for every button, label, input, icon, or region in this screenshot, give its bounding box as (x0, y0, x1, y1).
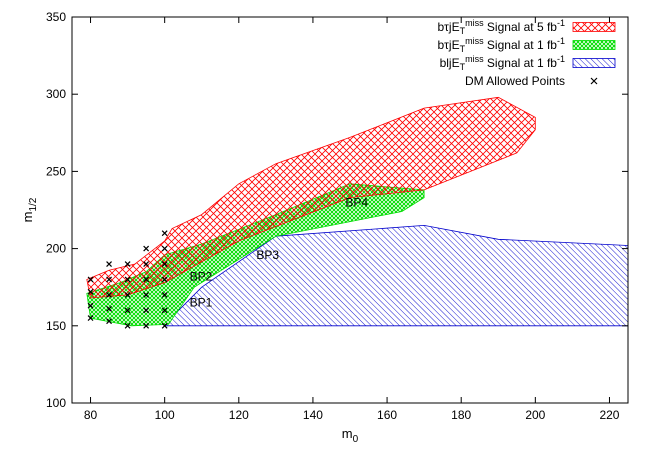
dm-point (124, 307, 131, 314)
dm-point (124, 322, 131, 329)
benchmark-label: BP4 (345, 195, 368, 209)
legend-swatch-points (590, 77, 598, 85)
legend-label: bτjETmiss Signal at 1 fb-1 (437, 36, 565, 54)
dm-point (143, 291, 150, 298)
y-tick-label: 200 (46, 242, 66, 256)
legend-label: bτjETmiss Signal at 5 fb-1 (437, 18, 565, 36)
dm-point (124, 276, 131, 283)
benchmark-points: BP1 BP2 BP3 BP4 (190, 195, 369, 309)
benchmark-label: BP3 (256, 248, 279, 262)
legend-swatch-blue (572, 58, 616, 68)
dm-point (87, 315, 94, 322)
x-tick-label: 80 (84, 408, 98, 422)
y-tick-label: 150 (46, 319, 66, 333)
axis-labels: m0 m1/2 (20, 197, 359, 445)
axis-ticks: 80 100 120 140 160 180 200 220 100 150 200 250 300 35… (46, 10, 628, 422)
plot-frame (71, 16, 629, 404)
dm-point (161, 276, 168, 283)
dm-point (161, 261, 168, 267)
x-tick-label: 100 (155, 408, 175, 422)
legend-swatch-red (572, 22, 616, 32)
x-tick-label: 140 (303, 408, 323, 422)
signal-regions (86, 96, 628, 327)
x-axis-label: m0 (342, 426, 359, 445)
dm-point (106, 318, 112, 325)
y-tick-label: 100 (46, 396, 66, 410)
x-tick-label: 220 (599, 408, 619, 422)
x-tick-label: 120 (229, 408, 249, 422)
x-axis-label-sub: 0 (353, 434, 359, 445)
dm-point (124, 291, 131, 298)
x-tick-label: 180 (451, 408, 471, 422)
dm-point (161, 307, 168, 314)
dm-point (161, 230, 168, 237)
dm-point (143, 307, 150, 314)
y-tick-label: 250 (46, 164, 66, 178)
dm-point (106, 305, 112, 312)
dm-allowed-points (87, 230, 168, 329)
y-tick-label: 300 (46, 87, 66, 101)
legend-swatch-green (572, 40, 616, 50)
y-tick-label: 350 (46, 10, 66, 24)
dm-point (143, 276, 150, 283)
dm-point (106, 291, 112, 298)
benchmark-label: BP1 (190, 296, 213, 310)
dm-point (106, 276, 112, 283)
dm-point (87, 276, 94, 283)
dm-point (124, 261, 131, 267)
dm-point (87, 302, 94, 309)
x-tick-label: 160 (377, 408, 397, 422)
x-tick-label: 200 (525, 408, 545, 422)
legend-label: DM Allowed Points (465, 74, 565, 88)
dm-point (161, 245, 168, 252)
dm-point (106, 261, 112, 267)
dm-point (143, 322, 150, 329)
red-signal-region (86, 96, 536, 299)
legend-label: bljETmiss Signal at 1 fb-1 (440, 54, 565, 72)
dm-point (143, 261, 150, 267)
benchmark-label: BP2 (190, 269, 213, 283)
dm-point (161, 291, 168, 298)
dm-point (87, 288, 94, 295)
dm-point (161, 322, 168, 329)
y-axis-label: m1/2 (20, 197, 39, 222)
dm-point (143, 245, 150, 252)
y-axis-label-sub: 1/2 (28, 197, 39, 211)
